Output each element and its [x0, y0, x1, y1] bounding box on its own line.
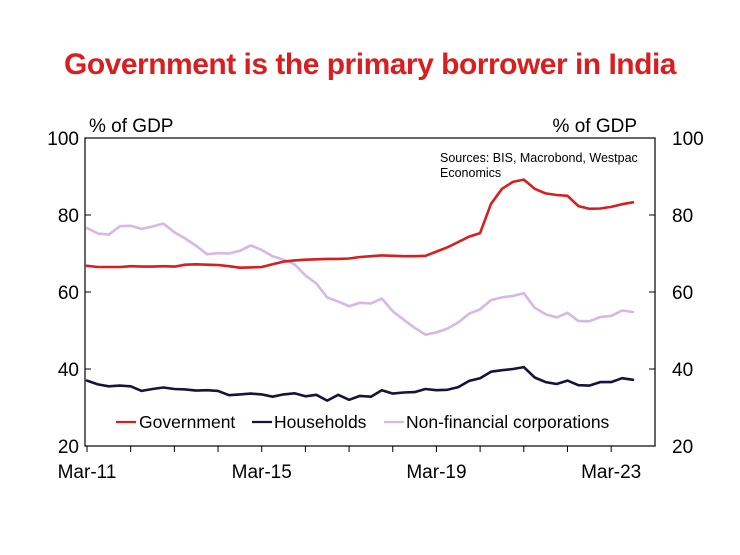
source-note-line-1: Sources: BIS, Macrobond, Westpac	[440, 151, 638, 165]
right-y-tick-label: 80	[672, 206, 693, 227]
chart-title: Government is the primary borrower in In…	[64, 48, 677, 81]
x-axis: Mar-11 Mar-15 Mar-19 Mar-23	[58, 446, 641, 483]
left-y-tick-label: 20	[58, 437, 79, 458]
x-tick-label: Mar-15	[232, 462, 292, 483]
legend-label-non-financial-corporations: Non-financial corporations	[406, 412, 610, 432]
legend-label-government: Government	[139, 412, 235, 432]
left-y-tick-label: 40	[58, 360, 79, 381]
right-y-tick-label: 20	[672, 437, 693, 458]
right-y-tick-label: 40	[672, 360, 693, 381]
left-axis-unit-label: % of GDP	[89, 116, 173, 137]
series-line-households	[85, 365, 635, 402]
left-y-axis: 20 40 60 80 100	[47, 129, 91, 458]
x-tick-label: Mar-23	[581, 462, 641, 483]
x-tick-label: Mar-19	[406, 462, 466, 483]
right-y-tick-label: 100	[672, 129, 704, 150]
source-note-line-2: Economics	[440, 166, 501, 180]
series-line-non-financial-corporations	[85, 222, 635, 337]
left-y-tick-label: 60	[58, 283, 79, 304]
series-lines	[85, 178, 635, 402]
left-y-tick-label: 100	[47, 129, 79, 150]
series-line-government	[85, 178, 635, 270]
right-y-axis: 20 40 60 80 100	[649, 129, 704, 458]
x-tick-label: Mar-11	[58, 462, 117, 483]
right-axis-unit-label: % of GDP	[553, 116, 637, 137]
legend: Government Households Non-financial corp…	[116, 412, 610, 432]
right-y-tick-label: 60	[672, 283, 693, 304]
left-y-tick-label: 80	[58, 206, 79, 227]
legend-label-households: Households	[274, 412, 367, 432]
plot-area	[84, 137, 656, 447]
